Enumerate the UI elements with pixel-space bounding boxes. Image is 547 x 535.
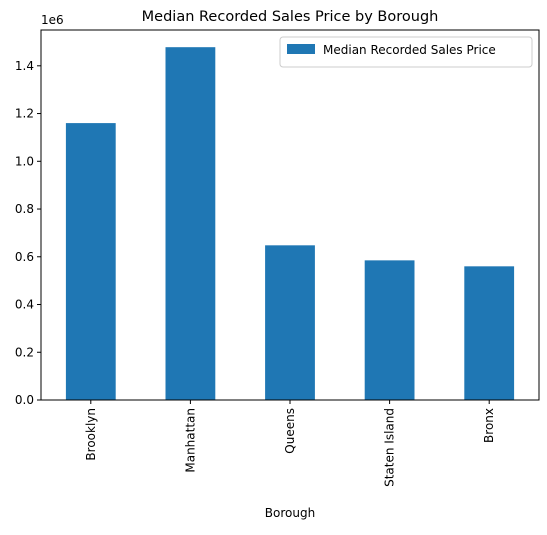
bars-layer [65,47,515,400]
y-offset-label: 1e6 [41,13,64,27]
y-tick-label: 1.0 [15,154,34,168]
bar-queens [265,245,315,400]
x-axis-label: Borough [265,506,315,520]
x-tick-label: Manhattan [183,408,197,473]
y-tick-label: 0.4 [15,298,34,312]
bar-bronx [464,266,515,400]
x-tick-label: Queens [283,408,297,454]
y-tick-label: 0.6 [15,250,34,264]
legend-frame [279,36,533,68]
chart-title: Median Recorded Sales Price by Borough [142,9,439,25]
legend-swatch [287,44,315,54]
legend: Median Recorded Sales Price [279,36,533,68]
x-tick-label: Staten Island [383,408,397,487]
y-tick-label: 1.4 [15,59,34,73]
x-axis: Brooklyn Manhattan Queens Staten Island Bron… [84,400,496,487]
y-axis: 0.0 0.2 0.4 0.6 0.8 1.0 1.2 1.4 [15,59,41,407]
y-tick-label: 0.2 [15,345,34,359]
legend-label: Median Recorded Sales Price [323,43,496,57]
y-tick-label: 1.2 [15,107,34,121]
x-tick-label: Bronx [482,408,496,443]
x-tick-label: Brooklyn [84,408,98,461]
y-tick-label: 0.8 [15,202,34,216]
y-tick-label: 0.0 [15,393,34,407]
bar-staten-island [364,260,415,400]
bar-manhattan [165,47,216,400]
bar-brooklyn [65,123,116,400]
plot-frame [40,29,540,401]
